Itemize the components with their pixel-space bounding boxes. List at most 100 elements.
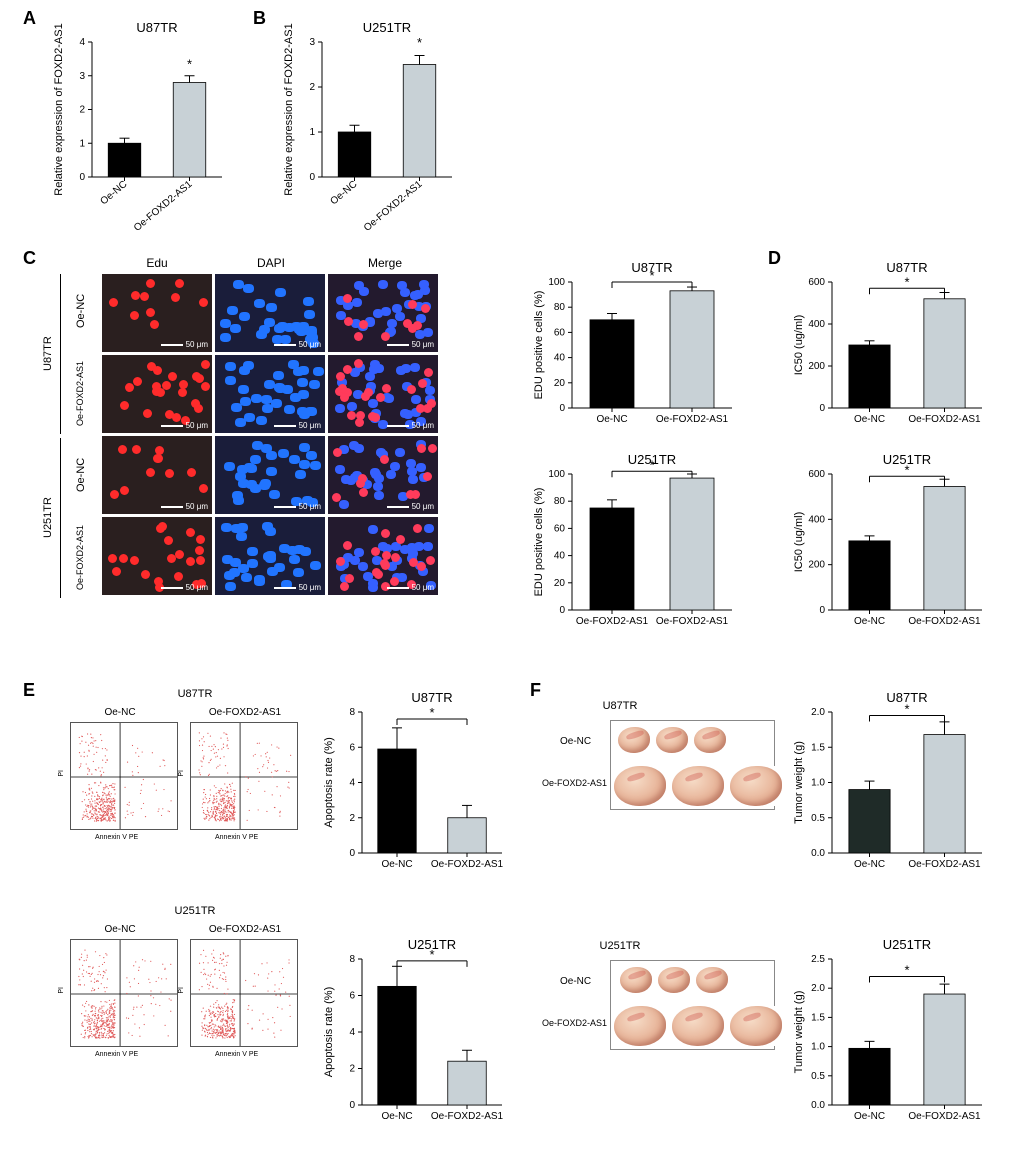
svg-text:6: 6: [349, 991, 355, 1002]
svg-text:Oe-FOXD2-AS1: Oe-FOXD2-AS1: [362, 179, 425, 233]
tumor: [694, 727, 726, 753]
scale-bar: 50 μm: [387, 583, 434, 592]
svg-text:*: *: [904, 963, 909, 978]
micrograph-cell: 50 μm: [215, 517, 325, 595]
svg-text:1.5: 1.5: [811, 1012, 825, 1023]
scale-bar: 50 μm: [274, 340, 321, 349]
svg-text:0: 0: [819, 403, 825, 414]
svg-text:Apoptosis rate (%): Apoptosis rate (%): [323, 737, 335, 827]
scale-bar: 50 μm: [274, 421, 321, 430]
svg-text:400: 400: [808, 319, 825, 330]
svg-text:Oe-FOXD2-AS1: Oe-FOXD2-AS1: [431, 859, 504, 870]
svg-text:100: 100: [548, 277, 565, 288]
svg-text:Relative expression of FOXD2-A: Relative expression of FOXD2-AS1: [283, 23, 295, 195]
svg-text:1: 1: [79, 138, 85, 149]
facs-cond-u251-oe: Oe-FOXD2-AS1: [190, 924, 300, 935]
facs-title-u251: U251TR: [105, 905, 285, 917]
tumor: [614, 1006, 666, 1046]
chart-a: U87TR01234Relative expression of FOXD2-A…: [50, 18, 230, 233]
svg-text:0.0: 0.0: [811, 848, 825, 859]
svg-text:1.5: 1.5: [811, 742, 825, 753]
svg-text:Oe-NC: Oe-NC: [596, 414, 627, 425]
micrograph-cell: 50 μm: [328, 274, 438, 352]
svg-text:0.0: 0.0: [811, 1100, 825, 1111]
panel-letter-f: F: [530, 680, 541, 701]
scale-bar: 50 μm: [387, 421, 434, 430]
svg-text:*: *: [429, 947, 434, 962]
scale-bar: 50 μm: [161, 421, 208, 430]
svg-text:Oe-FOXD2-AS1: Oe-FOXD2-AS1: [576, 616, 649, 627]
svg-text:40: 40: [554, 551, 566, 562]
tumor: [658, 967, 690, 993]
svg-text:U251TR: U251TR: [883, 937, 931, 952]
svg-text:80: 80: [554, 496, 566, 507]
svg-text:Oe-NC: Oe-NC: [854, 1111, 885, 1122]
facs-cond-u251-nc: Oe-NC: [80, 924, 160, 935]
svg-text:Apoptosis rate (%): Apoptosis rate (%): [323, 987, 335, 1077]
svg-text:0: 0: [559, 403, 565, 414]
svg-text:2.5: 2.5: [811, 954, 825, 965]
svg-text:600: 600: [808, 277, 825, 288]
micrograph-cell: 50 μm: [102, 274, 212, 352]
svg-text:1.0: 1.0: [811, 778, 825, 789]
col-header-merge: Merge: [330, 256, 440, 270]
facs-y-0: PI: [58, 770, 65, 777]
tumor: [730, 1006, 782, 1046]
svg-text:200: 200: [808, 560, 825, 571]
facs-x-2: Annexin V PE: [95, 1051, 138, 1058]
bracket-u87tr: [60, 274, 61, 434]
svg-text:40: 40: [554, 353, 566, 364]
tumor: [656, 727, 688, 753]
svg-text:2.0: 2.0: [811, 707, 825, 718]
svg-text:0.5: 0.5: [811, 1071, 825, 1082]
svg-text:EDU positive cells (%): EDU positive cells (%): [533, 488, 545, 597]
panel-letter-a: A: [23, 8, 36, 29]
svg-text:3: 3: [79, 71, 85, 82]
facs-u87-nc: [70, 722, 178, 830]
scale-bar: 50 μm: [161, 502, 208, 511]
micrograph-cell: 50 μm: [102, 436, 212, 514]
svg-text:*: *: [417, 35, 422, 50]
bracket-u251tr: [60, 438, 61, 598]
svg-text:0: 0: [79, 172, 85, 183]
svg-text:3: 3: [309, 37, 315, 48]
svg-text:0: 0: [559, 605, 565, 616]
row-label-3: Oe-NC: [75, 450, 87, 500]
chart-edu-u251: U251TR020406080100EDU positive cells (%)…: [530, 450, 740, 640]
micrograph-cell: 50 μm: [102, 517, 212, 595]
tumor-row-label-0: Oe-NC: [560, 736, 591, 747]
svg-text:2: 2: [79, 105, 85, 116]
tumor: [614, 766, 666, 806]
svg-text:Oe-NC: Oe-NC: [854, 859, 885, 870]
scale-bar: 50 μm: [274, 583, 321, 592]
svg-text:4: 4: [79, 37, 85, 48]
chart-ic50-u251: U251TR0200400600IC50 (ug/ml)Oe-NCOe-FOXD…: [790, 450, 990, 640]
svg-text:Relative expression of FOXD2-A: Relative expression of FOXD2-AS1: [53, 23, 65, 195]
tumor-row-0: [618, 727, 726, 753]
group-label-u87tr: U87TR: [42, 304, 54, 404]
facs-y-1: PI: [178, 770, 185, 777]
chart-b: U251TR0123Relative expression of FOXD2-A…: [280, 18, 460, 233]
svg-text:*: *: [429, 705, 434, 720]
scale-bar: 50 μm: [161, 340, 208, 349]
svg-text:Oe-NC: Oe-NC: [99, 179, 130, 207]
svg-text:400: 400: [808, 514, 825, 525]
tumor-title-u87: U87TR: [580, 700, 660, 712]
tumor-row-1: [614, 766, 782, 806]
svg-text:Oe-FOXD2-AS1: Oe-FOXD2-AS1: [908, 859, 981, 870]
svg-text:200: 200: [808, 361, 825, 372]
svg-text:0: 0: [349, 1100, 355, 1111]
tumor: [618, 727, 650, 753]
svg-text:EDU positive cells (%): EDU positive cells (%): [533, 291, 545, 400]
micrograph-cell: 50 μm: [328, 355, 438, 433]
micrograph-cell: 50 μm: [328, 517, 438, 595]
svg-text:*: *: [904, 702, 909, 717]
svg-text:Oe-FOXD2-AS1: Oe-FOXD2-AS1: [908, 414, 981, 425]
svg-text:4: 4: [349, 1027, 355, 1038]
svg-text:100: 100: [548, 469, 565, 480]
svg-text:80: 80: [554, 302, 566, 313]
col-header-dapi: DAPI: [216, 256, 326, 270]
facs-title-u87: U87TR: [105, 688, 285, 700]
svg-text:Oe-NC: Oe-NC: [381, 859, 412, 870]
chart-tw-u87: U87TR0.00.51.01.52.0Tumor weight (g)Oe-N…: [790, 688, 990, 883]
